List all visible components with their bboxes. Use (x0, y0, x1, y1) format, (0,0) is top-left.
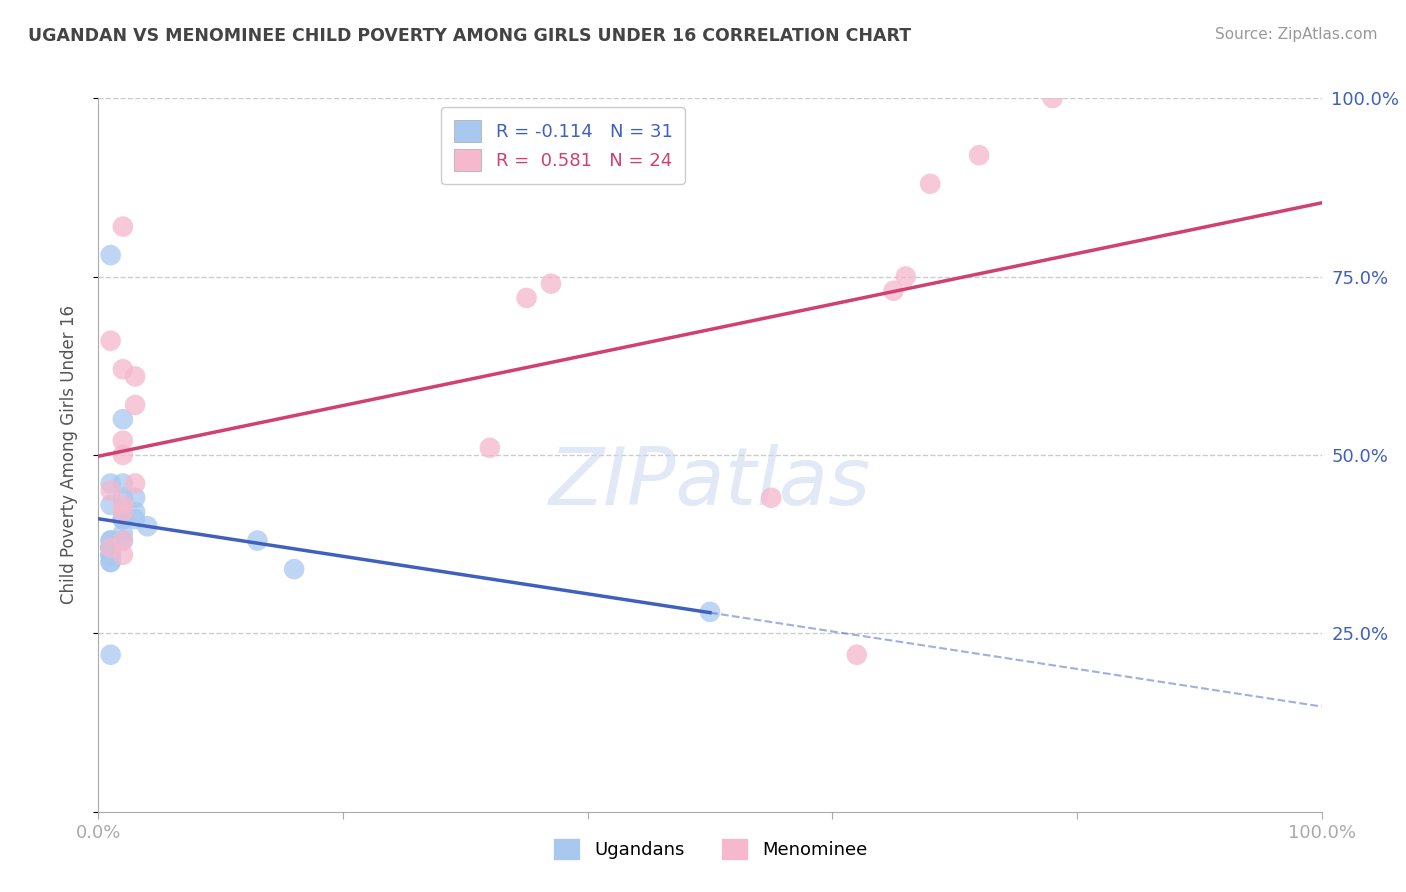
Point (111, 533, 134, 548)
Point (1042, 91, 1064, 105)
Point (100, 541, 122, 555)
Point (100, 533, 122, 548)
Point (100, 541, 122, 555)
Point (111, 476, 134, 491)
Point (136, 519, 159, 533)
Point (883, 284, 905, 298)
Point (100, 648, 122, 662)
Point (761, 491, 783, 505)
Text: ZIPatlas: ZIPatlas (548, 444, 872, 523)
Point (111, 498, 134, 512)
Point (124, 476, 146, 491)
Point (478, 441, 501, 455)
Point (124, 505, 146, 519)
Point (100, 476, 122, 491)
Point (100, 541, 122, 555)
Point (100, 248, 122, 262)
Point (111, 505, 134, 519)
Point (111, 362, 134, 376)
Point (111, 491, 134, 505)
Point (124, 369, 146, 384)
Point (100, 548, 122, 562)
Point (111, 533, 134, 548)
Point (100, 541, 122, 555)
Point (515, 291, 537, 305)
Y-axis label: Child Poverty Among Girls Under 16: Child Poverty Among Girls Under 16 (59, 305, 77, 605)
Point (100, 555, 122, 569)
Point (100, 533, 122, 548)
Point (540, 277, 562, 291)
Point (100, 483, 122, 498)
Legend: Ugandans, Menominee: Ugandans, Menominee (546, 830, 875, 867)
Point (894, 269, 917, 284)
Point (100, 548, 122, 562)
Point (283, 562, 305, 576)
Point (111, 512, 134, 526)
Point (111, 512, 134, 526)
Point (100, 555, 122, 569)
Point (111, 219, 134, 234)
Point (246, 533, 269, 548)
Point (920, 177, 942, 191)
Point (100, 541, 122, 555)
Point (111, 512, 134, 526)
Point (111, 412, 134, 426)
Point (111, 526, 134, 541)
Point (124, 398, 146, 412)
Point (111, 548, 134, 562)
Text: Source: ZipAtlas.com: Source: ZipAtlas.com (1215, 27, 1378, 42)
Point (845, 648, 868, 662)
Point (100, 498, 122, 512)
Text: UGANDAN VS MENOMINEE CHILD POVERTY AMONG GIRLS UNDER 16 CORRELATION CHART: UGANDAN VS MENOMINEE CHILD POVERTY AMONG… (28, 27, 911, 45)
Point (100, 548, 122, 562)
Point (111, 448, 134, 462)
Point (111, 434, 134, 448)
Point (124, 512, 146, 526)
Point (124, 491, 146, 505)
Point (100, 541, 122, 555)
Point (699, 605, 721, 619)
Point (967, 148, 990, 162)
Point (100, 334, 122, 348)
